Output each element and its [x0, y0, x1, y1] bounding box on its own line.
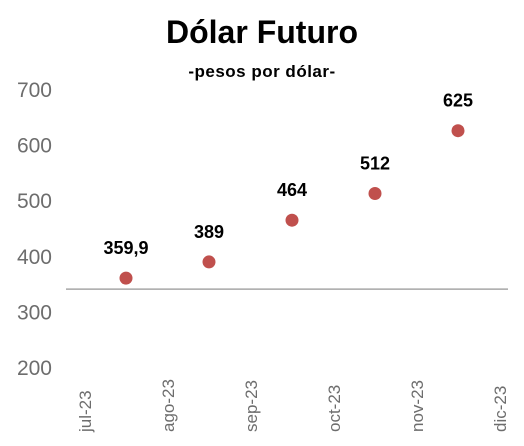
- data-point: [451, 124, 465, 138]
- data-label: 512: [360, 154, 390, 174]
- y-tick-label: 200: [17, 357, 52, 380]
- y-tick-label: 700: [17, 79, 52, 102]
- y-tick-label: 600: [17, 135, 52, 158]
- data-label: 625: [443, 91, 473, 111]
- x-tick-label: jul-23: [76, 390, 95, 433]
- y-tick-label: 300: [17, 301, 52, 324]
- chart-title: Dólar Futuro: [166, 14, 358, 50]
- data-label: 464: [277, 180, 307, 200]
- data-label: 389: [194, 222, 224, 242]
- x-tick-label: oct-23: [325, 385, 344, 432]
- data-point: [285, 213, 299, 227]
- data-point: [119, 271, 133, 285]
- y-tick-label: 400: [17, 246, 52, 269]
- data-point: [368, 187, 382, 201]
- x-tick-label: ago-23: [159, 379, 178, 432]
- data-label: 359,9: [103, 238, 148, 258]
- x-tick-label: dic-23: [491, 386, 510, 432]
- x-tick-label: nov-23: [408, 380, 427, 432]
- x-tick-label: sep-23: [242, 380, 261, 432]
- data-point: [202, 255, 216, 269]
- chart-subtitle: -pesos por dólar-: [188, 62, 336, 81]
- y-tick-label: 500: [17, 190, 52, 213]
